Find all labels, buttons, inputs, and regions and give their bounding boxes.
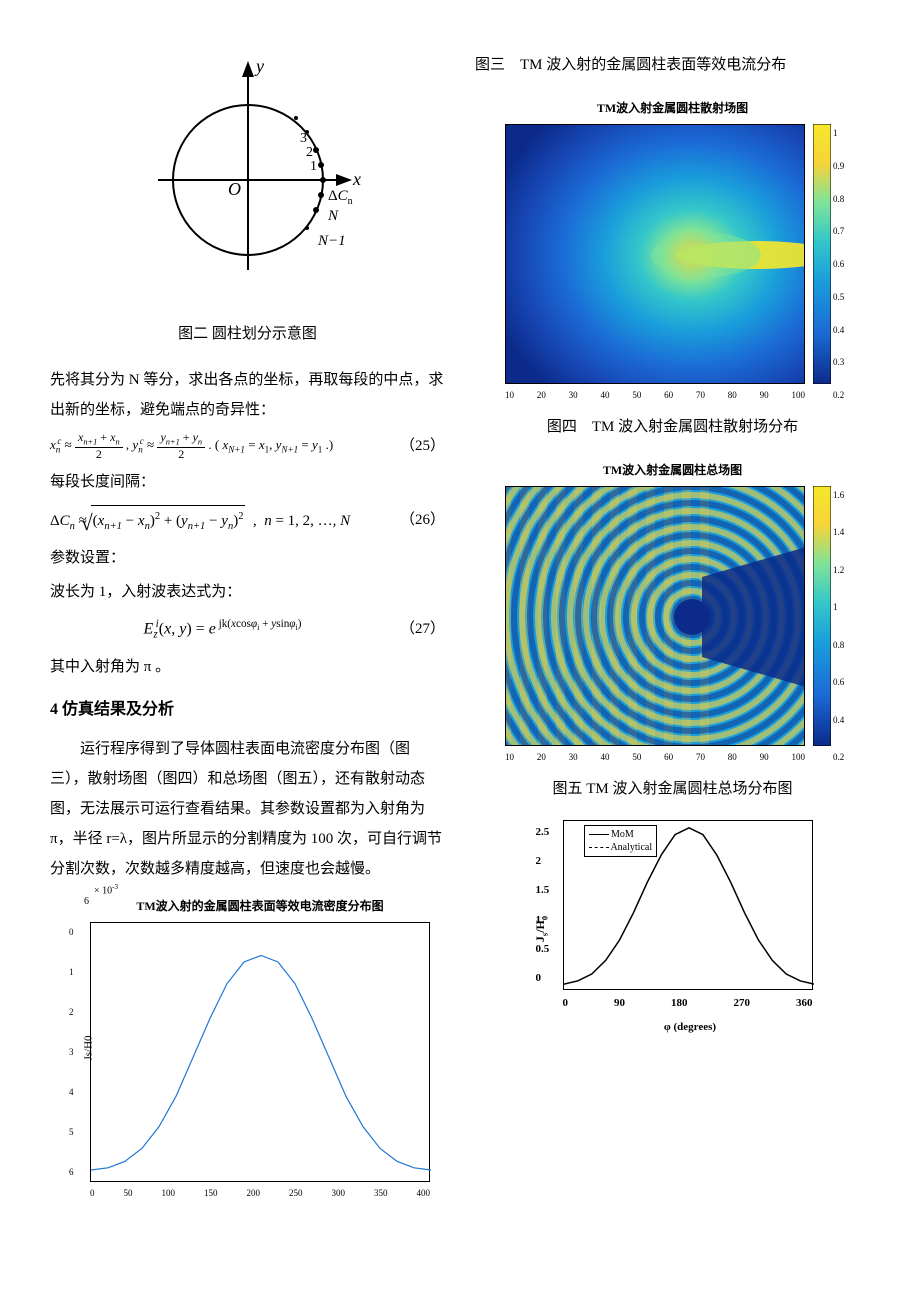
para-2: 每段长度间隔： [50, 467, 445, 497]
section-4-head: 4 仿真结果及分析 [50, 694, 445, 726]
chart6-ylabel: Js/H0 [527, 916, 553, 942]
para-3: 参数设置： [50, 543, 445, 573]
chart-current-density: 6 × 10-3 TM波入射的金属圆柱表面等效电流密度分布图 6543210 0… [50, 894, 445, 1202]
eq-26: ΔCn ≈ √ (xn+1 − xn)2 + (yn+1 − yn)2 , n … [50, 503, 445, 537]
axis-x-label: x [352, 169, 361, 189]
svg-text:2: 2 [306, 145, 313, 160]
heat4-title: TM波入射金属圆柱散射场图 [475, 96, 870, 120]
chart6-legend: MoM Analytical [584, 825, 658, 857]
fig3-caption: 图三 TM 波入射的金属圆柱表面等效电流分布 [475, 50, 870, 80]
para-1: 先将其分为 N 等分，求出各点的坐标，再取每段的中点，求出新的坐标，避免端点的奇… [50, 365, 445, 425]
svg-text:3: 3 [300, 131, 307, 146]
fig2-schematic: y x O 1 2 3 ΔCn N N−1 [50, 50, 445, 311]
svg-text:1: 1 [310, 159, 317, 174]
svg-text:N−1: N−1 [317, 233, 346, 249]
axis-y-label: y [254, 56, 264, 76]
svg-text:ΔCn: ΔCn [328, 188, 353, 207]
fig2-caption: 图二 圆柱划分示意图 [50, 319, 445, 349]
origin-label: O [228, 179, 241, 199]
svg-text:N: N [327, 208, 339, 224]
heatmap-total-field: TM波入射金属圆柱总场图 [475, 458, 870, 766]
chart3-title: TM波入射的金属圆柱表面等效电流密度分布图 [90, 894, 430, 918]
chart6-xlabel: φ (degrees) [563, 1016, 818, 1038]
eq-25: xnc ≈ xn+1 + xn2 , ync ≈ yn+1 + yn2 . ( … [50, 431, 445, 461]
para-6: 运行程序得到了导体圆柱表面电流密度分布图（图三），散射场图（图四）和总场图（图五… [50, 734, 445, 884]
heatmap-scatter-field: TM波入射金属圆柱散射场图 [475, 96, 870, 404]
heat5-title: TM波入射金属圆柱总场图 [475, 458, 870, 482]
fig4-caption: 图四 TM 波入射金属圆柱散射场分布 [475, 412, 870, 442]
para-4: 波长为 1，入射波表达式为： [50, 577, 445, 607]
para-5: 其中入射角为 π 。 [50, 652, 445, 682]
eq-27: Ezi(x, y) = e jk(xcosφi + ysinφi) （27） [50, 613, 445, 646]
fig5-caption: 图五 TM 波入射金属圆柱总场分布图 [475, 774, 870, 804]
chart3-ylabel: Js/H0 [78, 1035, 100, 1060]
chart-mom-analytical: MoM Analytical 2.521.510.50 090180270360… [528, 820, 818, 1038]
